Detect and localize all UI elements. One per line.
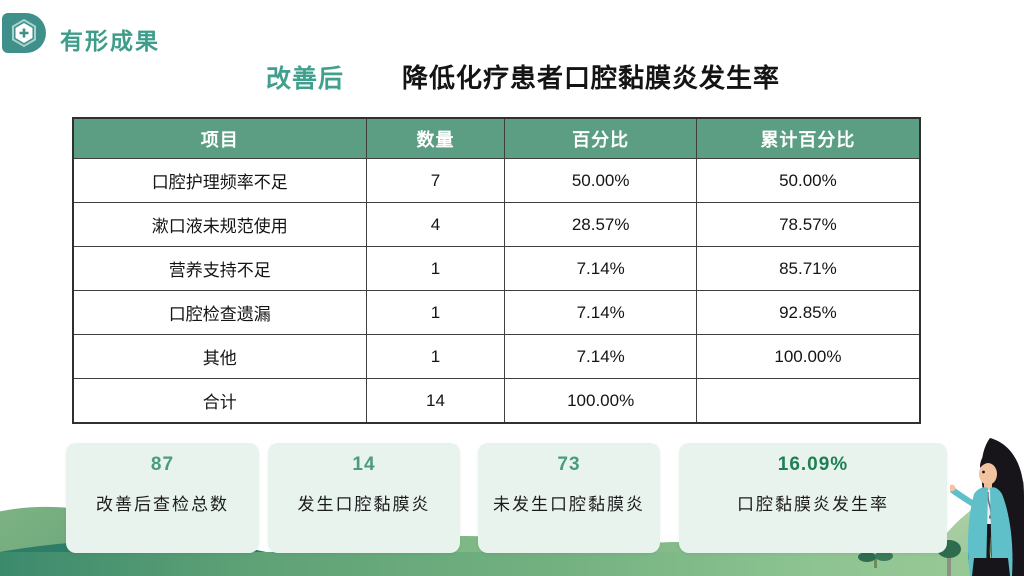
stat-value: 14 (352, 454, 376, 475)
table-cell: 14 (365, 378, 506, 424)
table-cell: 100.00% (695, 334, 921, 379)
page-title: 降低化疗患者口腔黏膜炎发生率 (402, 63, 781, 93)
stat-label: 发生口腔黏膜炎 (297, 495, 431, 514)
stat-label: 改善后查检总数 (96, 495, 229, 514)
title-row: 改善后 降低化疗患者口腔黏膜炎发生率 (266, 58, 780, 95)
table-row: 口腔护理频率不足 7 50.00% 50.00% (72, 158, 921, 203)
table-cell: 7.14% (504, 334, 697, 379)
table-cell: 100.00% (504, 378, 697, 424)
table-row: 营养支持不足 1 7.14% 85.71% (72, 246, 921, 291)
table-cell: 7 (365, 158, 506, 203)
table-cell: 50.00% (695, 158, 921, 203)
table-cell: 7.14% (504, 246, 697, 291)
title-prefix: 改善后 (266, 65, 345, 93)
table-cell: 合计 (72, 378, 367, 424)
stat-value: 73 (557, 454, 581, 475)
table-cell: 口腔检查遗漏 (72, 290, 367, 335)
stat-value-highlight: 16.09% (777, 454, 849, 475)
table-cell: 1 (365, 290, 506, 335)
section-badge (2, 13, 46, 53)
table-row: 合计 14 100.00% (72, 378, 921, 424)
stat-card-total-checked: 87 改善后查检总数 (66, 443, 259, 553)
table-row: 其他 1 7.14% 100.00% (72, 334, 921, 379)
stat-label: 口腔黏膜炎发生率 (737, 495, 889, 514)
stat-card-incidence-rate: 16.09% 口腔黏膜炎发生率 (679, 443, 947, 553)
ground-band (0, 552, 1024, 576)
table-header-row: 项目 数量 百分比 累计百分比 (72, 117, 921, 159)
stat-label: 未发生口腔黏膜炎 (493, 495, 645, 514)
stat-value: 87 (150, 454, 175, 475)
table-body: 口腔护理频率不足 7 50.00% 50.00% 漱口液未规范使用 4 28.57% 78.5… (72, 158, 921, 424)
table-cell: 92.85% (695, 290, 921, 335)
stat-card-not-occurred: 73 未发生口腔黏膜炎 (478, 443, 660, 553)
pareto-table: 项目 数量 百分比 累计百分比 口腔护理频率不足 7 50.00% 50.00% 漱口液未规范… (72, 117, 921, 424)
table-row: 漱口液未规范使用 4 28.57% 78.57% (72, 202, 921, 247)
hexagon-plus-icon (12, 18, 36, 48)
table-cell: 其他 (72, 334, 367, 379)
table-cell: 28.57% (504, 202, 697, 247)
table-header-cell: 累计百分比 (695, 117, 921, 159)
stat-card-occurred: 14 发生口腔黏膜炎 (268, 443, 460, 553)
table-cell: 漱口液未规范使用 (72, 202, 367, 247)
table-cell: 78.57% (695, 202, 921, 247)
table-cell: 口腔护理频率不足 (72, 158, 367, 203)
table-cell: 7.14% (504, 290, 697, 335)
table-cell (695, 378, 921, 424)
table-cell: 营养支持不足 (72, 246, 367, 291)
table-row: 口腔检查遗漏 1 7.14% 92.85% (72, 290, 921, 335)
table-cell: 1 (365, 334, 506, 379)
table-cell: 50.00% (504, 158, 697, 203)
table-header-cell: 数量 (365, 117, 506, 159)
table-cell: 1 (365, 246, 506, 291)
table-header-cell: 项目 (72, 117, 367, 159)
nurse-illustration (950, 438, 1024, 576)
section-title: 有形成果 (60, 28, 160, 54)
table-header-cell: 百分比 (504, 117, 697, 159)
table-cell: 85.71% (695, 246, 921, 291)
table-cell: 4 (365, 202, 506, 247)
